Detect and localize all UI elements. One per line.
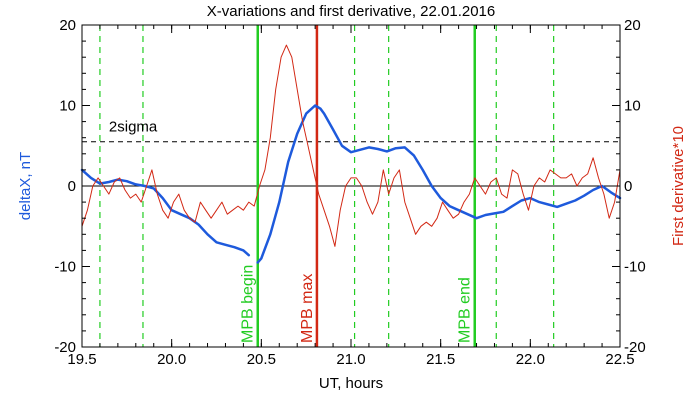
y-right-tick-label: -10 bbox=[624, 259, 646, 276]
chart-title: X-variations and first derivative, 22.01… bbox=[207, 3, 496, 20]
marker-lines bbox=[82, 25, 620, 347]
x-tick-label: 22.0 bbox=[516, 351, 545, 368]
marker-label-mpb-begin: MPB begin bbox=[240, 265, 257, 343]
deltax-line-2 bbox=[256, 104, 622, 264]
marker-labels: MPB begin MPB max MPB end bbox=[240, 265, 474, 343]
x-tick-label: 19.5 bbox=[67, 351, 96, 368]
y-axis-right-title: First derivative*10 bbox=[670, 126, 687, 246]
x-tick-label: 20.5 bbox=[247, 351, 276, 368]
y-axis-left-title: deltaX, nT bbox=[17, 152, 34, 220]
sigma-label: 2sigma bbox=[109, 119, 158, 136]
series-lines bbox=[80, 44, 622, 264]
x-axis-title: UT, hours bbox=[319, 375, 383, 392]
y-left-tick-label: 10 bbox=[59, 98, 76, 115]
y-left-tick-label: 0 bbox=[68, 178, 76, 195]
y-left-tick-label: -20 bbox=[54, 339, 76, 356]
y-right-tick-label: 0 bbox=[624, 178, 632, 195]
y-right-tick-label: 20 bbox=[624, 17, 641, 34]
axes: 19.5 20.0 20.5 21.0 21.5 22.0 22.5-20-1001020-… bbox=[54, 17, 645, 368]
y-right-tick-label: 10 bbox=[624, 98, 641, 115]
y-left-tick-label: -10 bbox=[54, 259, 76, 276]
x-tick-label: 21.5 bbox=[426, 351, 455, 368]
marker-label-mpb-end: MPB end bbox=[457, 277, 474, 343]
y-right-tick-label: -20 bbox=[624, 339, 646, 356]
y-left-tick-label: 20 bbox=[59, 17, 76, 34]
x-tick-label: 21.0 bbox=[336, 351, 365, 368]
deltax-line-1 bbox=[80, 168, 251, 257]
derivative-line bbox=[81, 44, 621, 247]
marker-label-mpb-max: MPB max bbox=[299, 274, 316, 343]
x-tick-label: 22.5 bbox=[605, 351, 634, 368]
x-tick-label: 20.0 bbox=[157, 351, 186, 368]
